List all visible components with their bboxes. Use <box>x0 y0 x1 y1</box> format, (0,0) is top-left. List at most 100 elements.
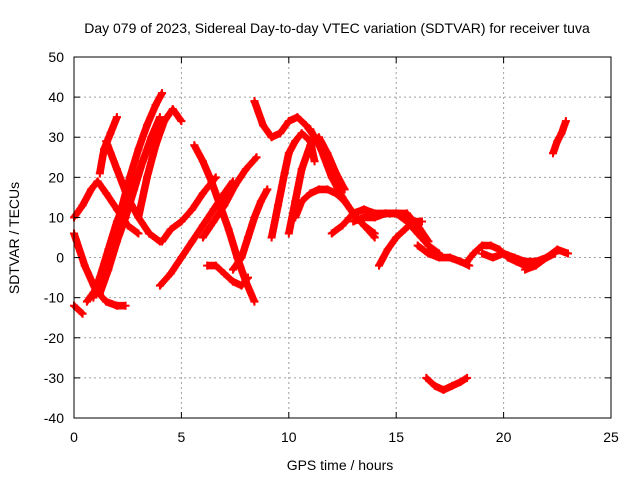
y-tick-label: 10 <box>48 209 64 225</box>
data-point <box>241 165 250 174</box>
data-point <box>488 253 497 262</box>
data-point <box>250 213 259 222</box>
data-point <box>338 193 347 202</box>
data-point <box>463 257 472 266</box>
data-point <box>306 189 315 198</box>
data-point <box>499 249 508 258</box>
data-point <box>209 217 218 226</box>
data-point <box>155 113 164 122</box>
data-point <box>424 237 433 246</box>
data-point <box>370 233 379 242</box>
data-point <box>250 97 259 106</box>
chart-title: Day 079 of 2023, Sidereal Day-to-day VTE… <box>84 20 590 36</box>
data-point <box>280 169 289 178</box>
data-point <box>102 297 111 306</box>
data-point <box>424 249 433 258</box>
series-arc-16 <box>250 97 319 142</box>
data-point <box>121 301 130 310</box>
data-point <box>310 157 319 166</box>
data-point <box>243 233 252 242</box>
data-point <box>198 221 207 230</box>
data-point <box>409 217 418 226</box>
data-point <box>188 237 197 246</box>
series-arc-13 <box>198 153 261 242</box>
data-point <box>435 253 444 262</box>
data-point <box>250 297 259 306</box>
data-point <box>130 185 139 194</box>
data-point <box>112 217 121 226</box>
data-point <box>198 157 207 166</box>
y-tick-label: 0 <box>56 250 64 266</box>
y-tick-label: -10 <box>44 290 64 306</box>
data-point <box>400 225 409 234</box>
data-point <box>143 173 152 182</box>
data-point <box>469 249 478 258</box>
x-tick-label: 5 <box>178 429 186 445</box>
data-point <box>102 137 111 146</box>
series-arc-9 <box>134 105 186 222</box>
series-arc-22 <box>349 209 433 246</box>
data-point <box>112 113 121 122</box>
data-point <box>284 149 293 158</box>
data-point <box>177 253 186 262</box>
data-arc-markers <box>413 241 473 270</box>
data-point <box>134 213 143 222</box>
data-point <box>263 185 272 194</box>
y-tick-label: 50 <box>48 49 64 65</box>
data-point <box>138 157 147 166</box>
data-point <box>306 125 315 134</box>
series-arc-10 <box>155 177 237 290</box>
data-point <box>78 201 87 210</box>
data-point <box>456 377 465 386</box>
data-point <box>168 105 177 114</box>
data-point <box>93 177 102 186</box>
data-point <box>82 297 91 306</box>
data-point <box>267 133 276 142</box>
x-tick-label: 0 <box>70 429 78 445</box>
data-point <box>220 201 229 210</box>
series-arc-28 <box>521 245 573 274</box>
data-point <box>112 165 121 174</box>
data-point <box>177 217 186 226</box>
data-point <box>224 225 233 234</box>
data-point <box>370 213 379 222</box>
data-point <box>439 385 448 394</box>
data-point <box>95 289 104 298</box>
y-tick-label: 20 <box>48 169 64 185</box>
series-arc-24 <box>413 241 474 270</box>
data-point <box>125 173 134 182</box>
data-point <box>190 141 199 150</box>
data-point <box>392 233 401 242</box>
data-point <box>211 261 220 270</box>
x-tick-label: 10 <box>281 429 297 445</box>
y-tick-label: -40 <box>44 410 64 426</box>
data-arc-markers <box>229 185 272 274</box>
data-point <box>243 273 252 282</box>
x-axis-label: GPS time / hours <box>287 457 394 473</box>
data-point <box>158 89 167 98</box>
data-point <box>521 265 530 274</box>
data-point <box>327 229 336 238</box>
data-point <box>445 253 454 262</box>
data-point <box>151 141 160 150</box>
data-point <box>323 185 332 194</box>
data-point <box>102 189 111 198</box>
data-point <box>155 281 164 290</box>
data-point <box>349 209 358 218</box>
data-point <box>478 241 487 250</box>
data-point <box>80 261 89 270</box>
series-arc-2 <box>70 301 87 318</box>
data-point <box>207 177 216 186</box>
data-point <box>430 381 439 390</box>
data-point <box>417 217 426 226</box>
data-point <box>402 209 411 218</box>
data-arc-markers <box>250 97 319 141</box>
data-point <box>143 121 152 130</box>
data-point <box>486 241 495 250</box>
data-point <box>301 121 310 130</box>
data-point <box>531 261 540 270</box>
plot-frame <box>73 56 612 419</box>
data-point <box>112 301 121 310</box>
